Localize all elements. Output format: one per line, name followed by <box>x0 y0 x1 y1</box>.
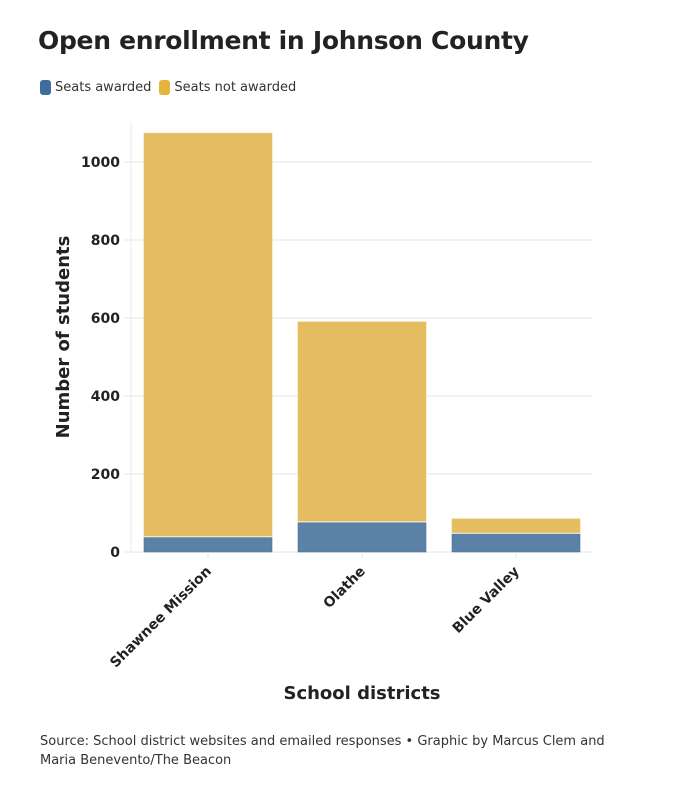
bar-olathe-seats-not-awarded <box>297 321 427 522</box>
y-axis-label: Number of students <box>53 236 74 439</box>
y-tick-label: 600 <box>91 311 120 327</box>
y-tick-label: 400 <box>91 389 120 405</box>
bar-blue-valley-seats-awarded <box>451 533 581 553</box>
x-axis-label: School districts <box>283 683 440 704</box>
source-footer: Source: School district websites and ema… <box>40 734 605 768</box>
legend-swatch-seats-not-awarded <box>159 80 171 95</box>
chart-plot: 0 200 400 600 800 1000 Shawnee Mission Olathe B… <box>53 122 592 704</box>
y-tick-label: 0 <box>110 545 120 561</box>
legend: Seats awarded Seats not awarded <box>40 80 304 95</box>
bar-olathe-seats-awarded <box>297 522 427 553</box>
y-tick-label: 800 <box>91 233 120 249</box>
y-tick-label: 1000 <box>81 155 120 171</box>
legend-label-seats-not-awarded: Seats not awarded <box>174 80 297 95</box>
x-tick-label: Shawnee Mission <box>107 564 215 672</box>
chart-title: Open enrollment in Johnson County <box>38 26 529 55</box>
bar-shawnee-mission-seats-awarded <box>143 537 273 553</box>
x-tick-label: Blue Valley <box>450 564 523 637</box>
bar-shawnee-mission-seats-not-awarded <box>143 132 273 537</box>
x-tick-labels: Shawnee Mission Olathe Blue Valley <box>107 552 523 671</box>
legend-label-seats-awarded: Seats awarded <box>55 80 152 95</box>
bars <box>143 132 581 553</box>
legend-swatch-seats-awarded <box>40 80 51 95</box>
x-tick-label: Olathe <box>321 564 369 612</box>
y-tick-labels: 0 200 400 600 800 1000 <box>81 155 120 561</box>
y-tick-label: 200 <box>91 467 120 483</box>
legend-item-seats-not-awarded: Seats not awarded <box>159 80 296 95</box>
legend-item-seats-awarded: Seats awarded <box>40 80 151 95</box>
bar-blue-valley-seats-not-awarded <box>451 518 581 533</box>
